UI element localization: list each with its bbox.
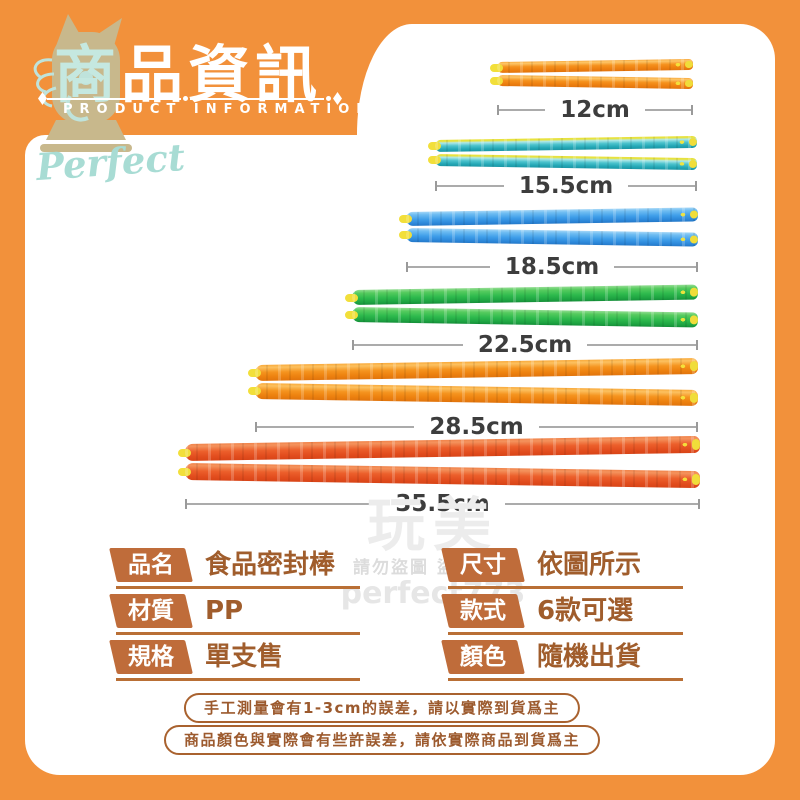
dimension-line: 28.5cm: [255, 414, 699, 440]
dimension-line: 35.5cm: [185, 491, 701, 517]
spec-label-badge: 品名: [109, 548, 193, 582]
dimension-label: 15.5cm: [518, 173, 614, 199]
diamond-icon: [38, 92, 47, 105]
spec-value: PP: [205, 596, 244, 626]
dot-icon: [183, 96, 188, 101]
dimension-line: 15.5cm: [435, 173, 698, 199]
notice-measurement-tolerance: 手工測量會有1-3cm的誤差，請以實際到貨爲主: [183, 693, 581, 723]
sealing-stick-pair: [496, 58, 694, 90]
spec-row-color: 顏色 隨機出貨: [441, 640, 683, 681]
spec-value: 單支售: [205, 642, 284, 672]
spec-value: 食品密封棒: [205, 550, 336, 580]
sealing-stick-pair: [254, 358, 699, 406]
product-row-28-5cm: 28.5cm: [254, 358, 699, 440]
sealing-stick-pair: [184, 435, 701, 489]
dimension-label: 12cm: [560, 97, 630, 123]
dot-icon: [326, 96, 331, 101]
page-subtitle: PRODUCT INFORMATION: [63, 102, 375, 117]
dimension-line: 22.5cm: [352, 332, 699, 358]
spec-table-left-column: 品名 食品密封棒 材質 PP 規格 單支售: [109, 548, 360, 686]
product-row-12cm: 12cm: [496, 58, 694, 123]
spec-label-badge: 款式: [441, 594, 525, 628]
spec-value: 隨機出貨: [537, 642, 642, 672]
sealing-stick-pair: [434, 135, 698, 171]
spec-value: 6款可選: [537, 596, 634, 626]
sealing-stick: [496, 58, 694, 73]
spec-row-size: 尺寸 依圖所示: [441, 548, 683, 589]
spec-label-badge: 材質: [109, 594, 193, 628]
spec-label-badge: 顏色: [441, 640, 525, 674]
spec-row-product-name: 品名 食品密封棒: [109, 548, 360, 589]
product-row-15-5cm: 15.5cm: [434, 135, 698, 199]
product-row-35-5cm: 35.5cm: [184, 435, 701, 517]
spec-label-badge: 規格: [109, 640, 193, 674]
dimension-label: 22.5cm: [477, 332, 573, 358]
dimension-label: 18.5cm: [504, 254, 600, 280]
spec-label-badge: 尺寸: [441, 548, 525, 582]
spec-row-spec: 規格 單支售: [109, 640, 360, 681]
spec-table-right-column: 尺寸 依圖所示 款式 6款可選 顏色 隨機出貨: [441, 548, 683, 686]
dimension-line: 18.5cm: [406, 254, 699, 280]
product-row-18-5cm: 18.5cm: [405, 207, 699, 280]
diamond-icon: [333, 92, 342, 105]
sealing-stick-pair: [351, 284, 699, 328]
product-row-22-5cm: 22.5cm: [351, 284, 699, 358]
header-divider: [38, 92, 342, 105]
spec-row-material: 材質 PP: [109, 594, 360, 635]
dimension-line: 12cm: [497, 97, 694, 123]
dimension-label: 35.5cm: [395, 491, 490, 517]
teapot-cat-logo-icon: [33, 14, 132, 152]
notice-color-difference: 商品顏色與實際會有些許誤差，請依實際商品到貨爲主: [163, 725, 601, 755]
dimension-label: 28.5cm: [429, 414, 524, 440]
spec-value: 依圖所示: [537, 550, 642, 580]
spec-row-style: 款式 6款可選: [441, 594, 683, 635]
sealing-stick-pair: [405, 207, 699, 247]
watermark-brand: 玩美: [366, 491, 499, 559]
